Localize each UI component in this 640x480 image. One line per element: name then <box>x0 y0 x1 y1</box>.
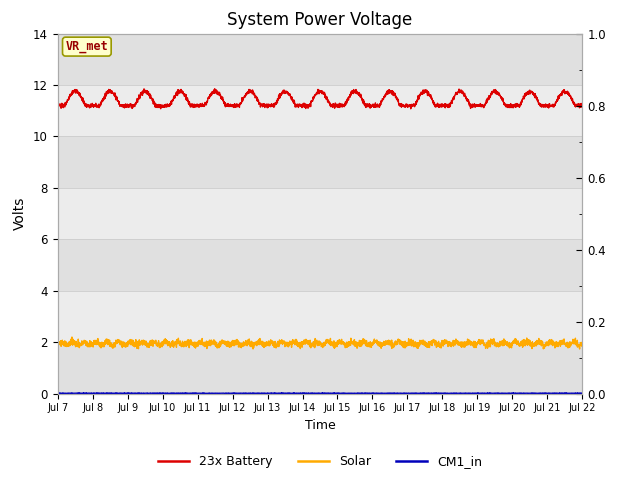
Solar <box>54 338 61 344</box>
Solar <box>512 340 520 346</box>
CM1_in <box>579 390 586 396</box>
Legend: 23x Battery, Solar, CM1_in: 23x Battery, Solar, CM1_in <box>153 450 487 473</box>
Title: System Power Voltage: System Power Voltage <box>227 11 413 29</box>
Text: VR_met: VR_met <box>65 40 108 53</box>
Solar <box>255 336 263 342</box>
Bar <box>58 34 582 85</box>
Bar <box>58 342 582 394</box>
CM1_in <box>381 390 388 396</box>
Y-axis label: Volts: Volts <box>13 197 28 230</box>
Bar <box>58 136 582 188</box>
Bar <box>58 291 582 342</box>
23x Battery <box>512 102 520 108</box>
Solar <box>278 337 285 343</box>
23x Battery <box>568 96 576 102</box>
Solar <box>114 340 122 346</box>
CM1_in <box>145 390 152 396</box>
Bar <box>58 240 582 291</box>
CM1_in <box>278 390 285 396</box>
Solar <box>145 341 152 347</box>
23x Battery <box>407 106 415 112</box>
Solar <box>568 339 576 345</box>
23x Battery <box>579 103 586 108</box>
Bar <box>58 85 582 136</box>
CM1_in <box>568 390 576 396</box>
23x Battery <box>145 91 152 96</box>
Line: Solar: Solar <box>58 337 582 349</box>
CM1_in <box>278 390 286 396</box>
23x Battery <box>255 101 263 107</box>
CM1_in <box>512 390 520 396</box>
CM1_in <box>114 390 122 396</box>
Solar <box>68 334 76 340</box>
Solar <box>579 340 586 346</box>
23x Battery <box>114 97 122 103</box>
23x Battery <box>278 91 285 96</box>
23x Battery <box>211 86 219 92</box>
Line: 23x Battery: 23x Battery <box>58 89 582 109</box>
CM1_in <box>255 390 262 396</box>
Solar <box>576 346 584 352</box>
CM1_in <box>54 390 61 396</box>
X-axis label: Time: Time <box>305 419 335 432</box>
Bar <box>58 188 582 240</box>
23x Battery <box>54 101 61 107</box>
